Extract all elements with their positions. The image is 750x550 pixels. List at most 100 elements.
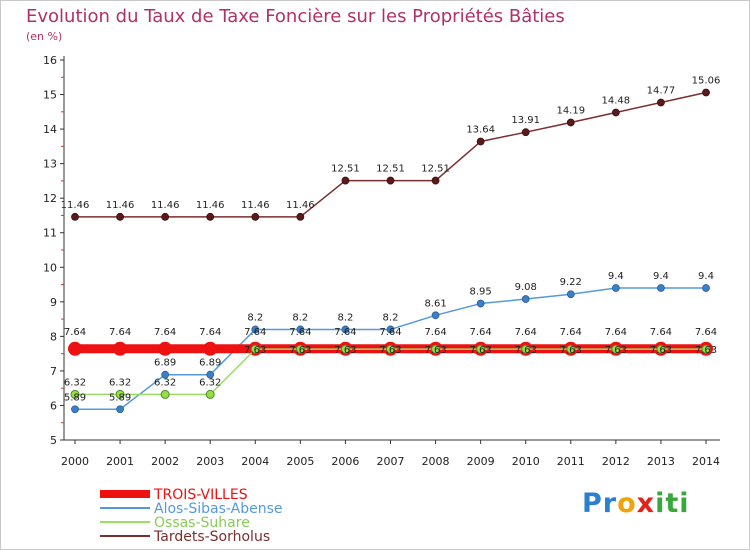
data-point [702, 284, 710, 292]
data-label: 7.64 [379, 327, 401, 338]
data-point [160, 389, 170, 399]
y-tick-label: 10 [43, 261, 57, 274]
data-label: 7.64 [199, 327, 221, 338]
data-label: 7.63 [244, 345, 266, 356]
legend-label: Ossas-Suhare [154, 515, 250, 531]
data-point [431, 311, 440, 320]
data-point [656, 344, 666, 354]
data-point [341, 325, 350, 334]
data-label: 14.77 [647, 85, 676, 96]
data-label: 7.64 [289, 327, 311, 338]
data-label: 7.64 [424, 327, 446, 338]
legend-label: Tardets-Sorholus [153, 529, 270, 545]
x-tick-label: 2003 [196, 455, 224, 468]
data-label: 7.63 [695, 345, 717, 356]
data-point [203, 341, 218, 356]
y-tick-label: 5 [50, 434, 57, 447]
brand-logo-part: o [617, 488, 637, 519]
y-tick-label: 9 [50, 296, 57, 309]
data-point [68, 341, 82, 356]
y-tick-label: 13 [43, 158, 57, 171]
data-point [701, 344, 711, 354]
data-point [476, 137, 485, 146]
data-label: 11.46 [196, 200, 225, 211]
data-label: 7.63 [470, 345, 492, 356]
data-label: 7.63 [334, 345, 356, 356]
data-point [386, 344, 395, 354]
data-point [251, 212, 260, 221]
data-point [431, 344, 441, 354]
data-point [158, 341, 173, 356]
data-point [611, 344, 621, 354]
chart-title: Evolution du Taux de Taxe Foncière sur l… [26, 6, 565, 27]
y-tick-label: 11 [43, 227, 57, 240]
data-point [386, 176, 395, 185]
y-tick-label: 8 [50, 330, 57, 343]
data-point [702, 88, 710, 97]
legend-label: Alos-Sibas-Abense [154, 501, 283, 517]
data-label: 6.89 [199, 358, 221, 369]
data-label: 11.46 [106, 200, 135, 211]
data-label: 9.22 [560, 277, 582, 288]
x-tick-label: 2014 [692, 455, 720, 468]
data-point [116, 405, 124, 414]
data-label: 7.64 [154, 327, 176, 338]
data-label: 11.46 [151, 200, 180, 211]
y-tick-label: 12 [43, 192, 57, 205]
data-label: 15.06 [692, 75, 721, 86]
y-tick-label: 7 [50, 365, 57, 378]
data-label: 9.4 [608, 271, 624, 282]
data-point [296, 212, 305, 221]
data-label: 14.48 [602, 96, 631, 107]
data-point [566, 118, 575, 127]
data-label: 7.64 [650, 327, 672, 338]
data-label: 7.64 [244, 327, 266, 338]
data-label: 5.89 [64, 392, 86, 403]
x-tick-label: 2009 [467, 455, 495, 468]
data-label: 8.2 [247, 312, 263, 323]
data-point [521, 344, 531, 354]
data-label: 7.64 [334, 327, 356, 338]
data-label: 5.89 [109, 392, 131, 403]
x-tick-label: 2007 [377, 455, 405, 468]
data-label: 9.08 [515, 282, 537, 293]
data-label: 11.46 [241, 200, 270, 211]
chart-subtitle: (en %) [26, 30, 62, 43]
data-label: 6.32 [154, 377, 176, 388]
data-point [295, 344, 305, 354]
data-point [386, 325, 395, 334]
brand-logo: Proxiti [582, 488, 690, 519]
data-label: 6.89 [154, 358, 176, 369]
data-label: 7.64 [695, 327, 717, 338]
data-label: 14.19 [556, 106, 585, 117]
data-point [611, 108, 620, 117]
data-label: 7.63 [289, 345, 311, 356]
data-point [296, 325, 305, 334]
data-label: 8.61 [424, 298, 446, 309]
data-point [113, 341, 128, 356]
data-point [566, 344, 576, 354]
data-label: 8.2 [383, 312, 399, 323]
data-label: 7.64 [109, 327, 131, 338]
data-label: 7.63 [605, 345, 627, 356]
data-point [521, 295, 530, 303]
data-point [341, 176, 350, 185]
data-point [521, 128, 530, 137]
x-tick-label: 2008 [422, 455, 450, 468]
data-point [251, 325, 260, 334]
data-label: 7.64 [470, 327, 492, 338]
data-label: 7.63 [650, 345, 672, 356]
data-label: 13.91 [511, 115, 540, 126]
legend-label: TROIS-VILLES [153, 487, 248, 503]
data-label: 6.32 [109, 377, 131, 388]
y-tick-label: 6 [50, 399, 57, 412]
data-label: 7.63 [515, 345, 537, 356]
x-tick-label: 2002 [151, 455, 179, 468]
x-tick-label: 2000 [61, 455, 89, 468]
data-label: 7.64 [605, 327, 627, 338]
y-tick-label: 14 [43, 123, 57, 136]
y-tick-label: 15 [43, 89, 57, 102]
x-tick-label: 2001 [106, 455, 134, 468]
